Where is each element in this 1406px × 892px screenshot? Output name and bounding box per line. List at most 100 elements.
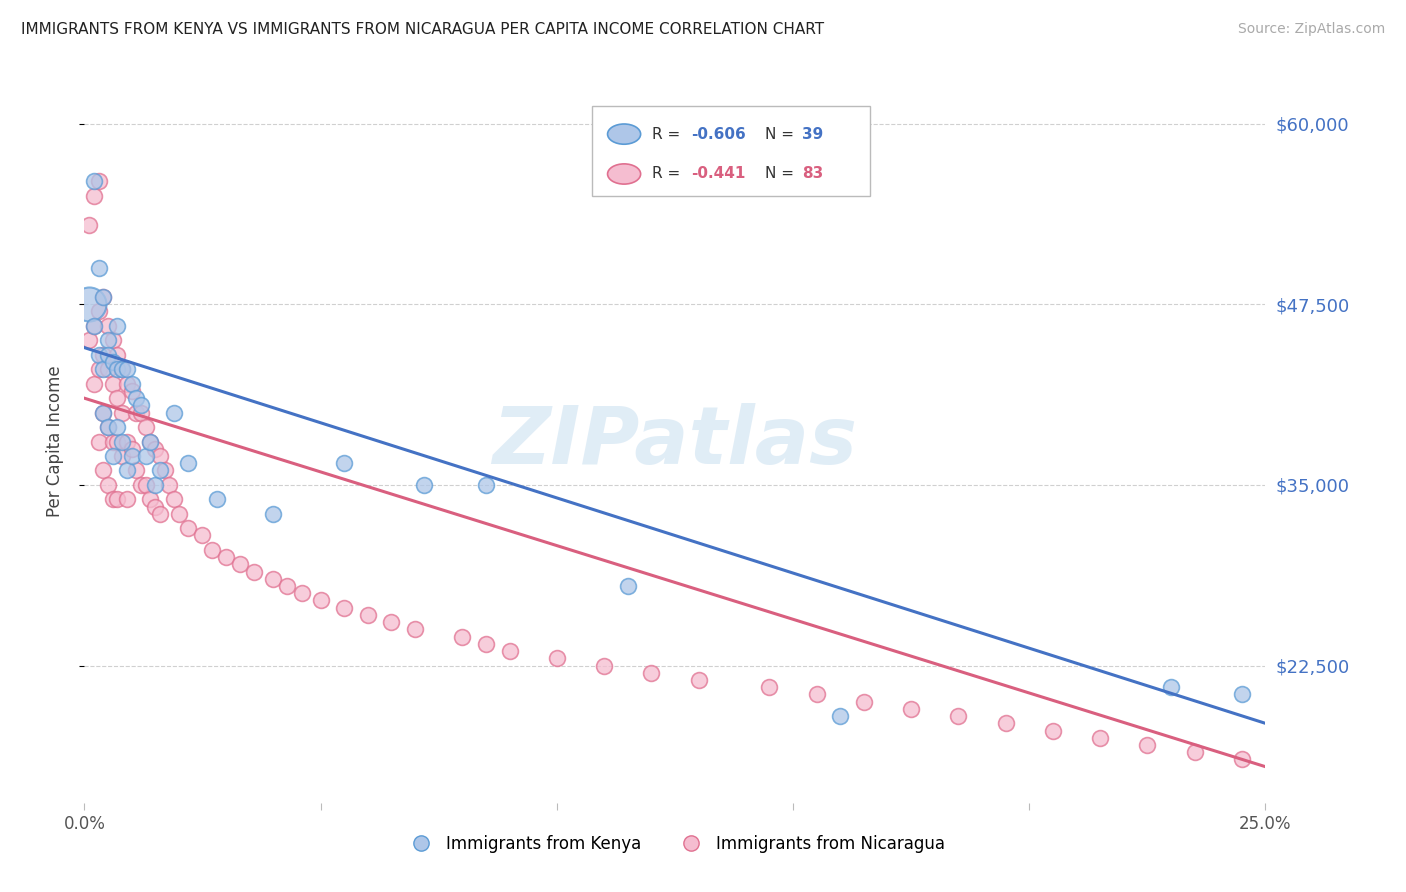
- Point: [1160, 680, 1182, 694]
- Text: 39: 39: [803, 127, 824, 142]
- Point: [149, 449, 172, 463]
- Point: [143, 442, 166, 456]
- Point: [191, 528, 214, 542]
- Point: [129, 478, 152, 492]
- Point: [149, 463, 172, 477]
- Point: [1136, 738, 1159, 752]
- Point: [163, 406, 186, 420]
- Point: [806, 687, 828, 701]
- Point: [229, 558, 252, 572]
- Point: [215, 550, 238, 565]
- Text: -0.606: -0.606: [692, 127, 747, 142]
- Point: [135, 420, 157, 434]
- Point: [157, 478, 180, 492]
- Point: [97, 362, 120, 376]
- Point: [243, 565, 266, 579]
- Point: [380, 615, 402, 630]
- Legend: Immigrants from Kenya, Immigrants from Nicaragua: Immigrants from Kenya, Immigrants from N…: [398, 828, 952, 860]
- Point: [115, 492, 138, 507]
- Point: [107, 492, 129, 507]
- Point: [333, 456, 356, 470]
- Point: [83, 318, 105, 333]
- Point: [125, 406, 148, 420]
- Point: [640, 665, 662, 680]
- Text: IMMIGRANTS FROM KENYA VS IMMIGRANTS FROM NICARAGUA PER CAPITA INCOME CORRELATION: IMMIGRANTS FROM KENYA VS IMMIGRANTS FROM…: [21, 22, 824, 37]
- Text: Source: ZipAtlas.com: Source: ZipAtlas.com: [1237, 22, 1385, 37]
- Point: [451, 630, 474, 644]
- Circle shape: [607, 164, 641, 184]
- Point: [101, 492, 124, 507]
- Point: [97, 478, 120, 492]
- Point: [77, 218, 100, 232]
- Point: [830, 709, 852, 723]
- Point: [167, 507, 190, 521]
- Point: [1230, 752, 1253, 766]
- Point: [111, 449, 134, 463]
- Point: [143, 478, 166, 492]
- Point: [994, 716, 1017, 731]
- Point: [262, 572, 284, 586]
- Point: [91, 362, 114, 376]
- Point: [546, 651, 568, 665]
- Point: [97, 420, 120, 434]
- Text: N =: N =: [765, 167, 799, 181]
- Point: [111, 406, 134, 420]
- Point: [83, 376, 105, 391]
- Point: [276, 579, 298, 593]
- Point: [87, 261, 110, 276]
- Point: [83, 189, 105, 203]
- Point: [948, 709, 970, 723]
- Point: [115, 362, 138, 376]
- Point: [177, 456, 200, 470]
- Point: [201, 542, 224, 557]
- Point: [111, 362, 134, 376]
- Point: [413, 478, 436, 492]
- Point: [107, 434, 129, 449]
- Point: [111, 362, 134, 376]
- Point: [77, 334, 100, 348]
- Point: [115, 434, 138, 449]
- Point: [1088, 731, 1111, 745]
- Point: [135, 478, 157, 492]
- Circle shape: [607, 124, 641, 145]
- Point: [97, 318, 120, 333]
- Point: [149, 507, 172, 521]
- Point: [101, 449, 124, 463]
- Point: [111, 434, 134, 449]
- Point: [139, 434, 162, 449]
- Text: R =: R =: [652, 127, 686, 142]
- Point: [688, 673, 710, 687]
- Point: [77, 297, 100, 311]
- Point: [357, 607, 380, 622]
- Point: [139, 434, 162, 449]
- Point: [121, 449, 143, 463]
- Point: [205, 492, 228, 507]
- Point: [135, 449, 157, 463]
- Point: [101, 334, 124, 348]
- Y-axis label: Per Capita Income: Per Capita Income: [45, 366, 63, 517]
- Point: [900, 702, 922, 716]
- Point: [129, 406, 152, 420]
- Point: [1042, 723, 1064, 738]
- Point: [83, 174, 105, 188]
- Point: [87, 174, 110, 188]
- Point: [333, 600, 356, 615]
- Point: [91, 406, 114, 420]
- Point: [1230, 687, 1253, 701]
- Point: [107, 391, 129, 405]
- Point: [87, 434, 110, 449]
- Point: [121, 442, 143, 456]
- Point: [87, 362, 110, 376]
- Point: [262, 507, 284, 521]
- Point: [163, 492, 186, 507]
- Point: [87, 348, 110, 362]
- Point: [97, 420, 120, 434]
- Point: [101, 355, 124, 369]
- Point: [115, 376, 138, 391]
- Point: [97, 348, 120, 362]
- Point: [115, 463, 138, 477]
- Point: [101, 434, 124, 449]
- Text: R =: R =: [652, 167, 686, 181]
- Point: [97, 334, 120, 348]
- Text: ZIPatlas: ZIPatlas: [492, 402, 858, 481]
